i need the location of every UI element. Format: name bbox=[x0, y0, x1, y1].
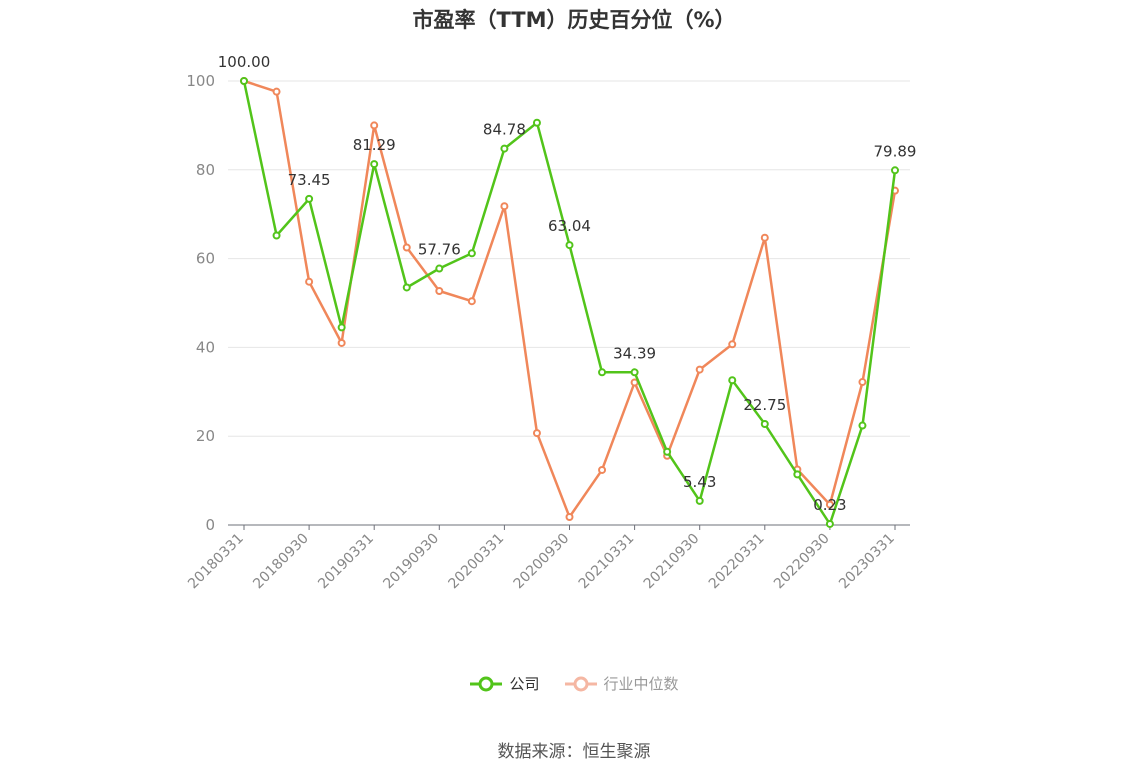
line-chart: 0 20 40 60 80 100 20180331 20180930 20190331 2019… bbox=[185, 53, 917, 592]
data-label: 84.78 bbox=[483, 121, 526, 139]
data-point-company bbox=[370, 160, 379, 169]
data-point-industry bbox=[825, 500, 834, 509]
x-tick-label: 20210930 bbox=[641, 531, 703, 593]
chart-title: 市盈率（TTM）历史百分位（%） bbox=[412, 8, 736, 32]
data-point-industry bbox=[467, 297, 476, 306]
data-point-company bbox=[695, 496, 704, 505]
data-point-company bbox=[891, 166, 899, 175]
y-tick-label: 20 bbox=[196, 427, 215, 445]
data-point-company bbox=[728, 376, 737, 385]
legend-item-company[interactable]: 公司 bbox=[469, 673, 540, 694]
data-point-company bbox=[337, 323, 346, 332]
data-point-industry bbox=[598, 465, 607, 474]
x-tick-label: 20180930 bbox=[250, 531, 312, 593]
data-label: 0.23 bbox=[813, 496, 846, 514]
y-tick-label: 100 bbox=[186, 72, 215, 90]
data-label: 57.76 bbox=[418, 241, 461, 259]
legend: 公司 行业中位数 bbox=[0, 673, 1148, 694]
data-point-industry bbox=[272, 87, 281, 96]
data-point-industry bbox=[695, 365, 704, 374]
y-tick-label: 0 bbox=[205, 516, 215, 534]
data-point-company bbox=[272, 231, 281, 240]
x-tick-label: 20190331 bbox=[315, 531, 377, 593]
data-point-company bbox=[500, 144, 509, 153]
x-tick-label: 20200930 bbox=[511, 531, 573, 593]
data-point-industry bbox=[402, 243, 411, 252]
data-point-industry bbox=[435, 287, 444, 296]
data-point-industry bbox=[760, 233, 769, 242]
data-point-company bbox=[532, 118, 541, 127]
y-tick-label: 60 bbox=[196, 250, 215, 268]
y-tick-label: 40 bbox=[196, 338, 215, 356]
data-point-company bbox=[435, 264, 444, 273]
data-point-company bbox=[467, 249, 476, 258]
data-point-company bbox=[240, 77, 248, 85]
legend-marker-company-icon bbox=[470, 676, 503, 691]
legend-label-industry: 行业中位数 bbox=[603, 675, 679, 693]
data-point-company bbox=[305, 194, 314, 203]
data-label: 22.75 bbox=[743, 396, 786, 414]
data-point-company bbox=[825, 519, 834, 528]
data-point-company bbox=[760, 419, 769, 428]
data-label: 81.29 bbox=[353, 136, 396, 154]
x-tick-label: 20220331 bbox=[706, 531, 768, 593]
legend-item-industry[interactable]: 行业中位数 bbox=[564, 673, 679, 694]
y-tick-label: 80 bbox=[196, 161, 215, 179]
series-line-company bbox=[242, 80, 897, 526]
axis-layer: 0 20 40 60 80 100 20180331 20180930 20190331 2019… bbox=[185, 72, 910, 592]
data-point-industry bbox=[858, 378, 867, 387]
data-point-company bbox=[598, 368, 607, 377]
data-point-industry bbox=[370, 121, 379, 130]
data-point-industry bbox=[305, 277, 314, 286]
data-point-industry bbox=[565, 513, 574, 522]
legend-marker-industry-icon bbox=[564, 676, 597, 691]
legend-label-company: 公司 bbox=[509, 675, 540, 693]
x-tick-label: 20230331 bbox=[836, 531, 898, 593]
data-point-industry bbox=[337, 338, 346, 347]
data-label: 34.39 bbox=[613, 344, 656, 362]
data-label: 63.04 bbox=[548, 217, 591, 235]
data-label: 100.00 bbox=[218, 53, 271, 71]
source-note: 数据来源：恒生聚源 bbox=[497, 742, 651, 762]
data-point-company bbox=[565, 241, 574, 250]
data-point-company bbox=[402, 283, 411, 292]
data-label: 5.43 bbox=[683, 473, 716, 491]
data-point-company bbox=[793, 470, 802, 479]
data-label: 73.45 bbox=[288, 171, 331, 189]
series-line-industry bbox=[243, 79, 897, 519]
x-tick-label: 20200331 bbox=[446, 531, 508, 593]
x-tick-label: 20190930 bbox=[380, 531, 442, 593]
data-point-company bbox=[858, 421, 867, 430]
data-point-company bbox=[630, 368, 639, 377]
grid-layer bbox=[228, 80, 910, 437]
data-point-industry bbox=[500, 202, 509, 211]
series-layer bbox=[240, 77, 899, 528]
data-point-industry bbox=[728, 340, 737, 349]
x-tick-label: 20180331 bbox=[185, 531, 247, 593]
data-label: 79.89 bbox=[874, 142, 917, 160]
x-tick-label: 20220930 bbox=[771, 531, 833, 593]
data-point-company bbox=[663, 447, 672, 456]
x-tick-label: 20210331 bbox=[576, 531, 638, 593]
data-label-layer: 100.00 73.45 81.29 57.76 84.78 63.04 34.39 5.43… bbox=[218, 53, 917, 514]
data-point-industry bbox=[532, 429, 541, 438]
